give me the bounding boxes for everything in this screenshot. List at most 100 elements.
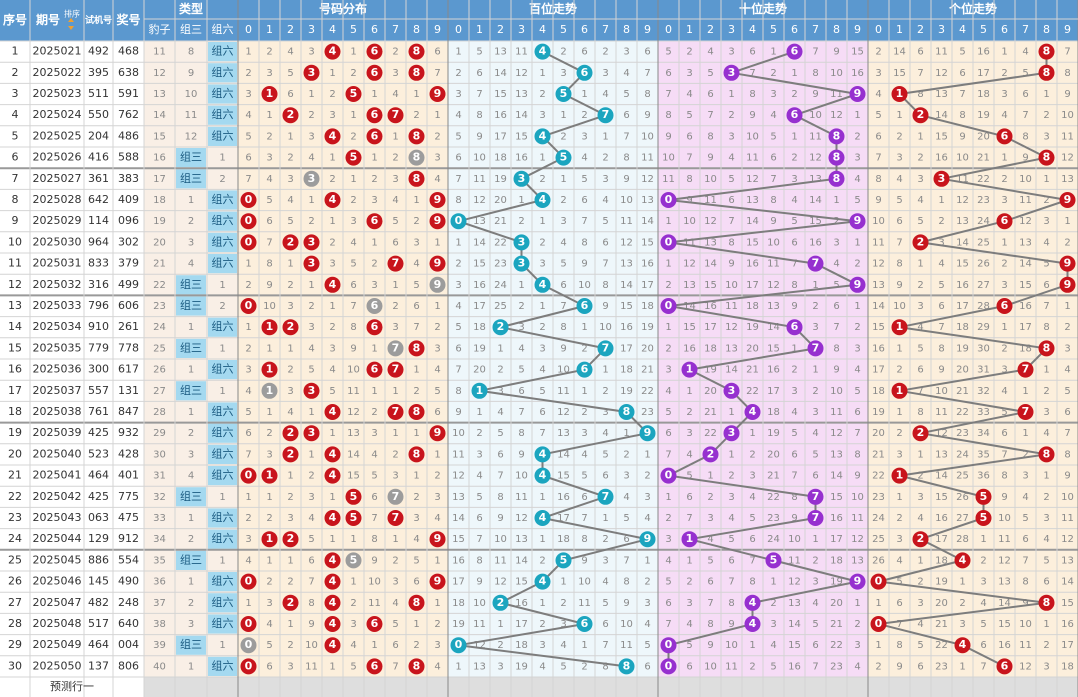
miss-count: 8 (308, 598, 314, 609)
miss-count: 9 (350, 343, 356, 354)
ball-label: 1 (266, 469, 274, 482)
miss-count: 18 (767, 407, 780, 418)
miss-count: 13 (935, 449, 948, 460)
miss-count: 1 (329, 68, 335, 79)
miss-count: 5 (602, 216, 608, 227)
miss-count: 11 (767, 259, 780, 270)
miss-count: 11 (620, 640, 633, 651)
header-label: 9 (1064, 23, 1071, 36)
ball-label: 0 (245, 193, 253, 206)
header-label: 2 (707, 23, 714, 36)
miss-count: 7 (1064, 428, 1070, 439)
miss-count: 15 (872, 322, 885, 333)
miss-count: 2 (371, 174, 377, 185)
header-label: 0 (665, 23, 672, 36)
miss-count: 6 (539, 407, 545, 418)
miss-count: 2 (644, 577, 650, 588)
cell-period: 2025026 (33, 151, 82, 164)
miss-count: 10 (830, 386, 843, 397)
miss-count: 8 (602, 280, 608, 291)
miss-count: 6 (1043, 280, 1049, 291)
miss-count: 5 (854, 386, 860, 397)
dist-ball (261, 531, 278, 548)
form-count: 2 (188, 216, 194, 227)
miss-count: 30 (977, 343, 990, 354)
form-count: 1 (188, 661, 194, 672)
hundreds-ball (534, 128, 551, 145)
miss-count: 2 (413, 492, 419, 503)
miss-count: 6 (476, 68, 482, 79)
ball-label: 5 (350, 151, 358, 164)
miss-count: 9 (896, 280, 902, 291)
form-hit (176, 635, 206, 655)
miss-count: 13 (557, 428, 570, 439)
miss-count: 2 (896, 513, 902, 524)
miss-count: 10 (704, 174, 717, 185)
units-ball (1038, 149, 1055, 166)
ball-label: 2 (707, 447, 715, 460)
miss-count: 2 (875, 661, 881, 672)
miss-count: 2 (917, 280, 923, 291)
miss-count: 14 (1061, 577, 1074, 588)
miss-count: 27 (977, 280, 990, 291)
cell-prize: 762 (118, 108, 139, 121)
miss-count: 4 (245, 386, 251, 397)
miss-count: 12 (935, 428, 948, 439)
dist-ball (324, 573, 341, 590)
miss-count: 5 (896, 577, 902, 588)
miss-count: 2 (434, 471, 440, 482)
tens-ball (660, 658, 677, 675)
ball-label: 4 (329, 278, 337, 291)
miss-count: 24 (977, 216, 990, 227)
miss-count: 3 (371, 428, 377, 439)
header-label: 组三 (180, 22, 202, 36)
form-label: 组六 (212, 234, 234, 248)
dist-ball (282, 107, 299, 124)
units-ball (1059, 255, 1076, 272)
ball-label: 2 (497, 596, 505, 609)
cell-test: 910 (88, 320, 109, 333)
miss-count: 7 (812, 47, 818, 58)
miss-count: 2 (917, 577, 923, 588)
dist-ball (408, 340, 425, 357)
miss-count: 5 (434, 386, 440, 397)
miss-count: 5 (812, 619, 818, 630)
header-label: 0 (245, 23, 252, 36)
cell-seq: 13 (8, 299, 22, 312)
miss-count: 11 (305, 661, 318, 672)
miss-count: 7 (812, 661, 818, 672)
cell-test: 642 (88, 193, 109, 206)
miss-count: 15 (1061, 598, 1074, 609)
hundreds-ball (618, 658, 635, 675)
miss-count: 5 (707, 68, 713, 79)
miss-count: 1 (392, 280, 398, 291)
dist-ball (366, 361, 383, 378)
miss-count: 3 (707, 513, 713, 524)
units-ball (891, 86, 908, 102)
ball-label: 6 (1001, 659, 1009, 672)
miss-count: 7 (896, 619, 902, 630)
tens-ball (723, 382, 740, 399)
dist-ball (324, 276, 341, 293)
ball-label: 4 (329, 553, 337, 566)
ball-label: 4 (959, 638, 967, 651)
cell-prize: 806 (118, 659, 139, 672)
miss-count: 8 (854, 449, 860, 460)
header-label: 5 (350, 23, 357, 36)
miss-count: 15 (767, 343, 780, 354)
miss-count: 1 (413, 619, 419, 630)
miss-count: 11 (515, 47, 528, 58)
miss-count: 2 (581, 407, 587, 418)
miss-count: 11 (578, 598, 591, 609)
hundreds-ball (576, 298, 593, 314)
miss-count: 25 (872, 534, 885, 545)
miss-count: 1 (266, 343, 272, 354)
miss-count: 4 (476, 471, 482, 482)
miss-count: 4 (644, 619, 650, 630)
miss-count: 1 (665, 216, 671, 227)
miss-count: 26 (977, 259, 990, 270)
sort-icon (68, 18, 74, 30)
miss-count: 5 (413, 280, 419, 291)
miss-count: 2 (287, 640, 293, 651)
miss-count: 1 (770, 577, 776, 588)
